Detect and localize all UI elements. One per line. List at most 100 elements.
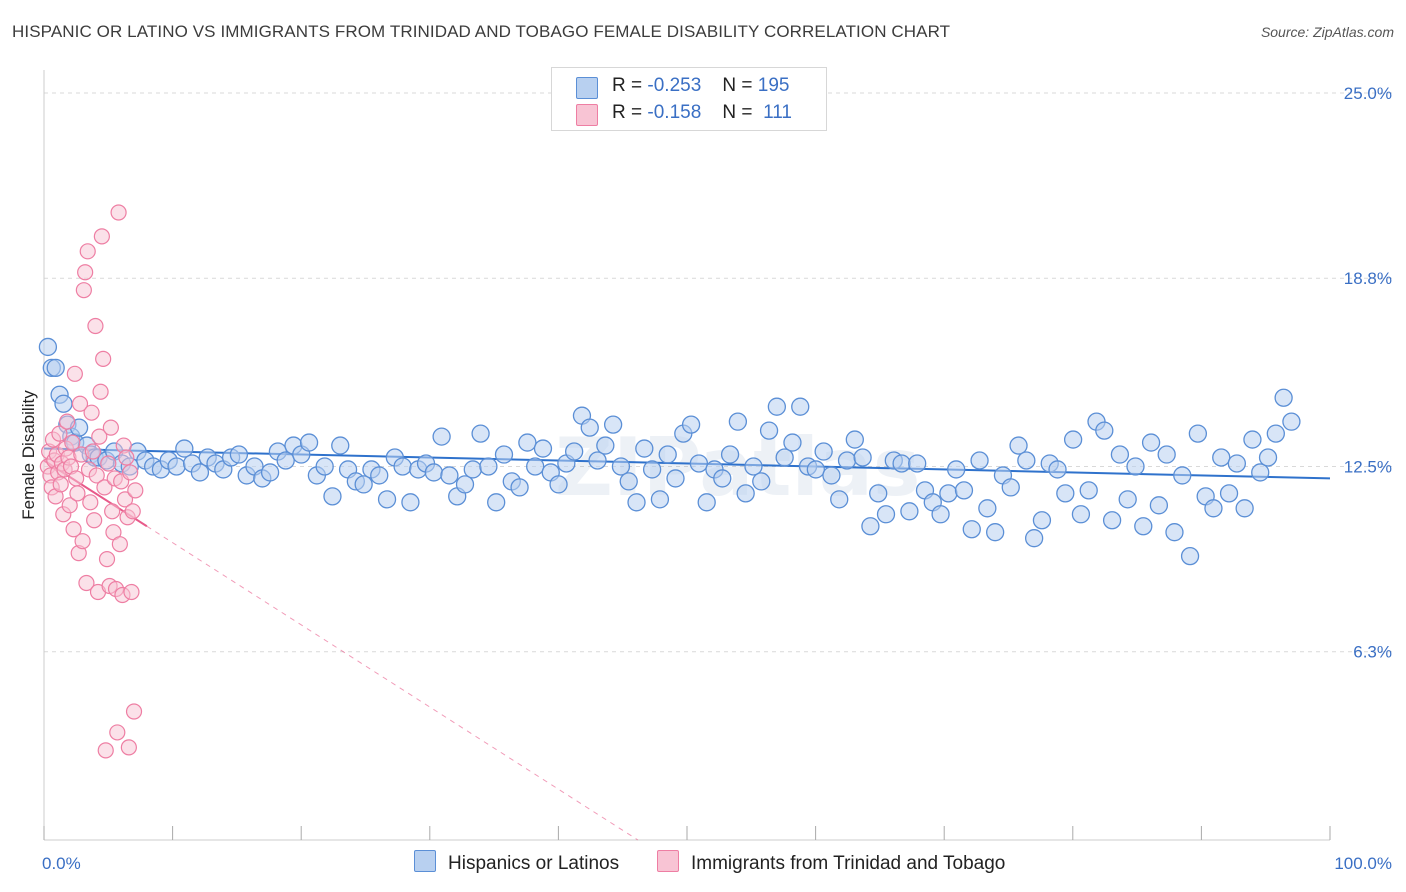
point-hispanics (892, 454, 911, 473)
point-trinidad (116, 491, 134, 508)
point-hispanics (806, 460, 825, 479)
chart-title: HISPANIC OR LATINO VS IMMIGRANTS FROM TR… (12, 22, 951, 41)
source-label: Source: ZipAtlas.com (1260, 24, 1394, 40)
point-trinidad (51, 425, 68, 442)
point-hispanics (697, 493, 716, 512)
point-hispanics (377, 490, 397, 509)
stats-legend: R = -0.253 N = 195 R = -0.158 N = 111 (551, 67, 827, 131)
series-trinidad-points (39, 204, 144, 759)
point-trinidad (120, 739, 137, 756)
point-hispanics (814, 442, 833, 461)
point-hispanics (1118, 490, 1137, 509)
point-hispanics (315, 457, 334, 476)
point-hispanics (744, 457, 763, 476)
point-trinidad (109, 724, 126, 741)
point-hispanics (526, 457, 545, 476)
trend-line-hispanics (43, 447, 1331, 480)
point-hispanics (900, 502, 919, 521)
point-trinidad (65, 521, 82, 538)
point-hispanics (1056, 484, 1075, 503)
point-hispanics (549, 475, 568, 494)
point-hispanics (1079, 481, 1098, 500)
point-hispanics (939, 484, 958, 503)
point-trinidad (61, 497, 78, 514)
point-trinidad (127, 482, 144, 499)
point-hispanics (1227, 454, 1246, 473)
point-hispanics (38, 337, 58, 357)
point-hispanics (424, 463, 443, 482)
point-trinidad (125, 703, 143, 720)
point-hispanics (1048, 460, 1067, 479)
legend-r-label: R = (612, 102, 643, 123)
point-hispanics (861, 517, 880, 536)
point-hispanics (487, 493, 506, 512)
point-hispanics (175, 439, 194, 458)
point-hispanics (432, 427, 451, 446)
point-hispanics (580, 418, 599, 437)
point-hispanics (736, 484, 755, 503)
point-hispanics (962, 520, 981, 539)
legend-r-label: R = (612, 75, 643, 96)
point-hispanics (596, 436, 615, 455)
point-hispanics (1063, 430, 1083, 449)
point-trinidad (68, 470, 85, 487)
point-trinidad (92, 383, 109, 400)
point-hispanics (1251, 463, 1270, 482)
point-hispanics (1032, 511, 1052, 530)
point-hispanics (791, 397, 810, 416)
point-hispanics (970, 451, 989, 470)
legend-n-label: N = (722, 75, 753, 96)
legend-swatch-pink (576, 104, 598, 126)
point-trinidad (66, 365, 83, 382)
point-trinidad (96, 479, 113, 496)
point-hispanics (370, 466, 389, 485)
point-trinidad (78, 574, 95, 592)
point-hispanics (1009, 436, 1028, 455)
point-hispanics (1173, 466, 1192, 485)
bottom-legend-trinidad: Immigrants from Trinidad and Tobago (657, 850, 1005, 875)
point-trinidad (88, 467, 105, 484)
point-hispanics (471, 424, 490, 443)
point-hispanics (853, 448, 872, 467)
gridlines (44, 92, 1392, 653)
point-hispanics (518, 433, 537, 452)
point-trinidad (123, 583, 140, 601)
point-hispanics (767, 397, 787, 416)
point-trinidad (104, 503, 121, 520)
point-trinidad (110, 204, 127, 221)
point-hispanics (689, 454, 709, 473)
point-hispanics (603, 415, 623, 434)
point-hispanics (775, 448, 794, 467)
point-hispanics (954, 481, 974, 500)
point-hispanics (1219, 484, 1239, 503)
point-hispanics (1180, 546, 1200, 566)
point-hispanics (455, 475, 475, 494)
point-hispanics (1204, 499, 1223, 518)
point-hispanics (463, 460, 482, 479)
point-hispanics (658, 445, 677, 464)
point-hispanics (759, 421, 779, 440)
point-hispanics (401, 493, 420, 512)
point-trinidad (91, 428, 108, 445)
point-trinidad (93, 228, 110, 245)
point-hispanics (54, 394, 73, 413)
point-trinidad (74, 533, 91, 550)
point-trinidad (84, 443, 101, 460)
point-hispanics (299, 433, 319, 452)
legend-r-value: -0.158 (647, 102, 702, 123)
point-hispanics (1188, 424, 1208, 443)
point-hispanics (565, 442, 584, 461)
point-hispanics (666, 469, 685, 488)
point-hispanics (260, 463, 280, 482)
point-hispanics (276, 451, 295, 470)
point-trinidad (77, 264, 94, 281)
point-trinidad (83, 404, 100, 421)
legend-label: Hispanics or Latinos (448, 853, 620, 874)
point-hispanics (1134, 517, 1153, 536)
x-tick-label: 0.0% (42, 854, 81, 873)
point-trinidad (69, 485, 86, 502)
point-hispanics (354, 475, 373, 494)
point-hispanics (1258, 448, 1278, 467)
point-trinidad (97, 742, 114, 759)
point-hispanics (46, 358, 65, 378)
